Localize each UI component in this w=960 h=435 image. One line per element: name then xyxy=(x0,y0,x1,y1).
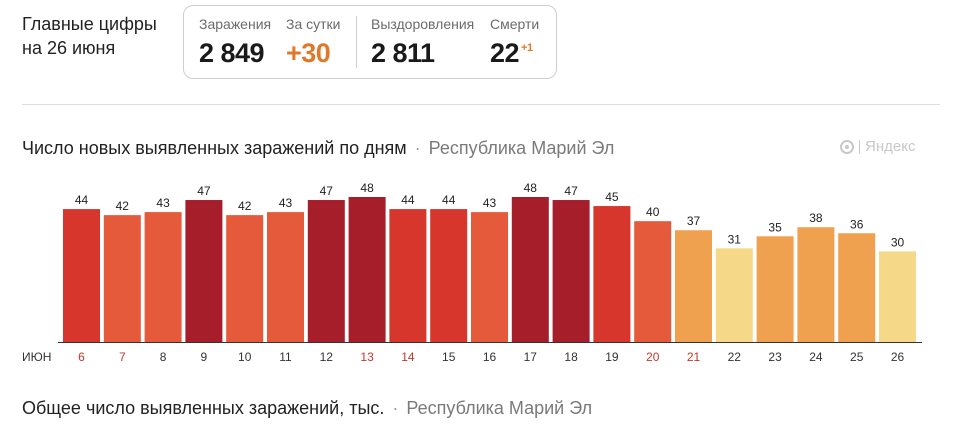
x-tick-label: 14 xyxy=(401,350,415,364)
bar-value-label: 44 xyxy=(401,193,415,207)
bottom-chart-title: Общее число выявленных заражений, тыс. · Р… xyxy=(22,398,592,419)
x-tick-label: 15 xyxy=(442,350,456,364)
bar xyxy=(185,200,223,342)
bar-value-label: 40 xyxy=(646,205,660,219)
bar-value-label: 35 xyxy=(768,220,782,234)
x-tick-label: 16 xyxy=(483,350,497,364)
x-tick-label: 12 xyxy=(320,350,334,364)
yandex-logo-text: Яндекс xyxy=(865,138,916,155)
deaths-delta: +1 xyxy=(521,42,533,54)
section-divider xyxy=(22,104,940,105)
bar xyxy=(103,215,141,342)
x-tick-label: 8 xyxy=(160,350,167,364)
x-tick-label: 26 xyxy=(891,350,905,364)
bar-value-label: 44 xyxy=(75,193,89,207)
x-tick-label: 20 xyxy=(646,350,660,364)
bar-value-label: 30 xyxy=(891,235,905,249)
bar-value-label: 47 xyxy=(320,184,334,198)
bar-value-label: 37 xyxy=(687,214,701,228)
x-tick-label: 10 xyxy=(238,350,252,364)
infections-value: 2 849 xyxy=(199,38,265,68)
yandex-logo-icon xyxy=(840,139,854,154)
bar xyxy=(267,212,304,342)
bar xyxy=(879,251,916,342)
bar xyxy=(226,215,264,342)
bar xyxy=(756,236,794,342)
daily-value: +30 xyxy=(286,38,331,68)
logo-separator xyxy=(859,139,860,154)
x-tick-label: 9 xyxy=(201,350,208,364)
x-tick-label: 24 xyxy=(809,350,823,364)
bar-value-label: 43 xyxy=(279,196,293,210)
infections-label: Заражения xyxy=(199,16,272,32)
recoveries-value: 2 811 xyxy=(371,38,435,68)
bar xyxy=(348,197,386,342)
bottom-title-text: Общее число выявленных заражений, тыс. xyxy=(22,398,385,418)
bar xyxy=(715,248,753,342)
stat-daily: За сутки +30 xyxy=(286,16,341,69)
bar-value-label: 36 xyxy=(850,217,864,231)
daily-label: За сутки xyxy=(286,16,341,32)
chart-title: Число новых выявленных заражений по дням… xyxy=(22,138,614,159)
card-divider xyxy=(356,16,357,68)
x-axis-month-label: ИЮН xyxy=(22,350,51,364)
bar xyxy=(675,230,712,342)
bar xyxy=(389,209,427,342)
stat-deaths: Смерти 22 +1 xyxy=(490,16,539,69)
x-tick-label: 11 xyxy=(279,350,292,364)
bar xyxy=(471,212,508,342)
bar xyxy=(552,200,590,342)
x-tick-label: 7 xyxy=(119,350,126,364)
bar-value-label: 42 xyxy=(116,199,130,213)
deaths-value-row: 22 +1 xyxy=(490,38,539,69)
deaths-label: Смерти xyxy=(490,16,540,32)
x-tick-label: 17 xyxy=(524,350,538,364)
bar-value-label: 31 xyxy=(728,232,742,246)
bar xyxy=(511,197,549,342)
bar-value-label: 47 xyxy=(197,184,211,198)
bar-value-label: 47 xyxy=(564,184,578,198)
x-tick-label: 6 xyxy=(78,350,85,364)
deaths-value: 22 xyxy=(490,38,520,68)
chart-title-text: Число новых выявленных заражений по дням xyxy=(22,138,407,158)
x-tick-label: 19 xyxy=(605,350,619,364)
bar xyxy=(144,212,182,342)
headline-line2: на 26 июня xyxy=(22,38,116,58)
x-tick-label: 21 xyxy=(687,350,701,364)
x-tick-label: 13 xyxy=(360,350,374,364)
bar-value-label: 48 xyxy=(524,181,538,195)
bar xyxy=(797,227,835,342)
stat-infections: Заражения 2 849 xyxy=(199,16,271,69)
bar-value-label: 43 xyxy=(156,196,170,210)
bar xyxy=(307,200,345,342)
headline-line1: Главные цифры xyxy=(22,14,157,34)
recoveries-label: Выздоровления xyxy=(371,16,475,32)
bar-value-label: 44 xyxy=(442,193,456,207)
yandex-logo[interactable]: Яндекс xyxy=(840,138,915,155)
stat-recoveries: Выздоровления 2 811 xyxy=(371,16,474,69)
headline: Главные цифры на 26 июня xyxy=(22,12,157,60)
bar-value-label: 43 xyxy=(483,196,497,210)
bottom-title-separator: · xyxy=(392,398,399,418)
x-tick-label: 18 xyxy=(564,350,578,364)
bar xyxy=(634,221,672,342)
bar xyxy=(838,233,876,342)
chart-region: Республика Марий Эл xyxy=(428,138,615,158)
bottom-region: Республика Марий Эл xyxy=(406,398,593,418)
chart-title-separator: · xyxy=(414,138,421,158)
bar-value-label: 45 xyxy=(605,190,619,204)
x-tick-label: 23 xyxy=(768,350,782,364)
daily-cases-bar-chart: ИЮН 44 6 42 7 43 8 47 9 42 10 43 11 47 12 48 13 44 14 44 15 4… xyxy=(22,181,922,364)
bar-value-label: 38 xyxy=(809,211,823,225)
stats-card: Заражения 2 849 За сутки +30 Выздоровлен… xyxy=(183,5,557,79)
bar xyxy=(63,209,100,342)
bar-value-label: 48 xyxy=(360,181,374,195)
x-tick-label: 22 xyxy=(728,350,742,364)
x-tick-label: 25 xyxy=(850,350,864,364)
bar-value-label: 42 xyxy=(238,199,252,213)
bar xyxy=(593,206,631,342)
bar xyxy=(430,209,468,342)
